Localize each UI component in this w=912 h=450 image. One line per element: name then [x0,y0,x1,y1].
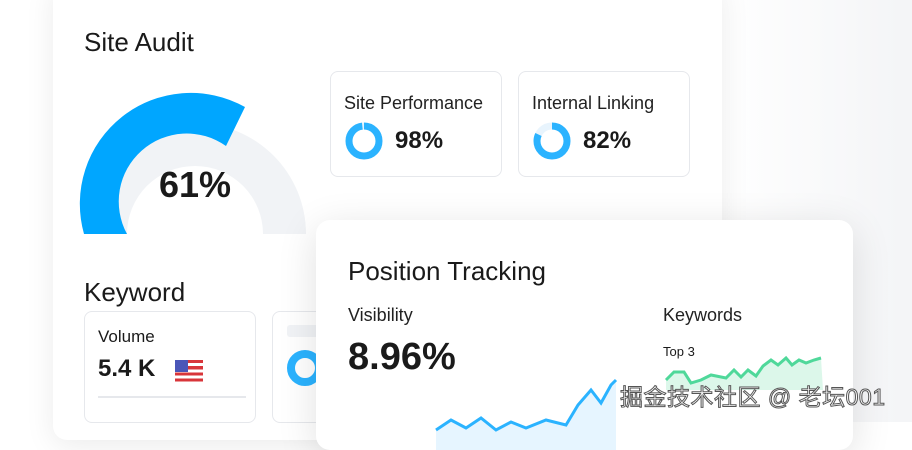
us-flag-icon [175,360,203,382]
keywords-top3-label: Top 3 [663,344,695,359]
site-performance-value: 98% [395,127,444,154]
internal-linking-value: 82% [583,127,632,154]
site-performance-label: Site Performance [344,93,484,113]
keywords-label: Keywords [663,305,743,325]
site-audit-title: Site Audit [84,27,194,57]
keyword-title: Keyword [84,277,186,307]
watermark: 掘金技术社区 @ 老坛001 [620,384,886,411]
visibility-value: 8.96% [348,336,456,378]
gauge-value: 61% [159,164,232,205]
site-performance-donut-icon [345,122,383,160]
site-audit-gauge [79,92,306,234]
internal-linking-label: Internal Linking [532,93,655,113]
visibility-label: Visibility [348,305,413,325]
divider [98,396,246,398]
volume-value: 5.4 K [98,355,156,382]
volume-label: Volume [98,327,155,346]
position-tracking-card: Position Tracking Visibility 8.96% Keywo… [316,220,853,450]
position-tracking-title: Position Tracking [348,256,546,286]
site-performance-card[interactable]: Site Performance 98% [330,71,502,177]
internal-linking-donut-icon [533,122,571,160]
gauge-fill [79,92,246,234]
volume-card[interactable]: Volume 5.4 K [84,311,256,423]
position-tracking-charts [435,355,823,450]
keywords-line [664,355,822,385]
internal-linking-card[interactable]: Internal Linking 82% [518,71,690,177]
